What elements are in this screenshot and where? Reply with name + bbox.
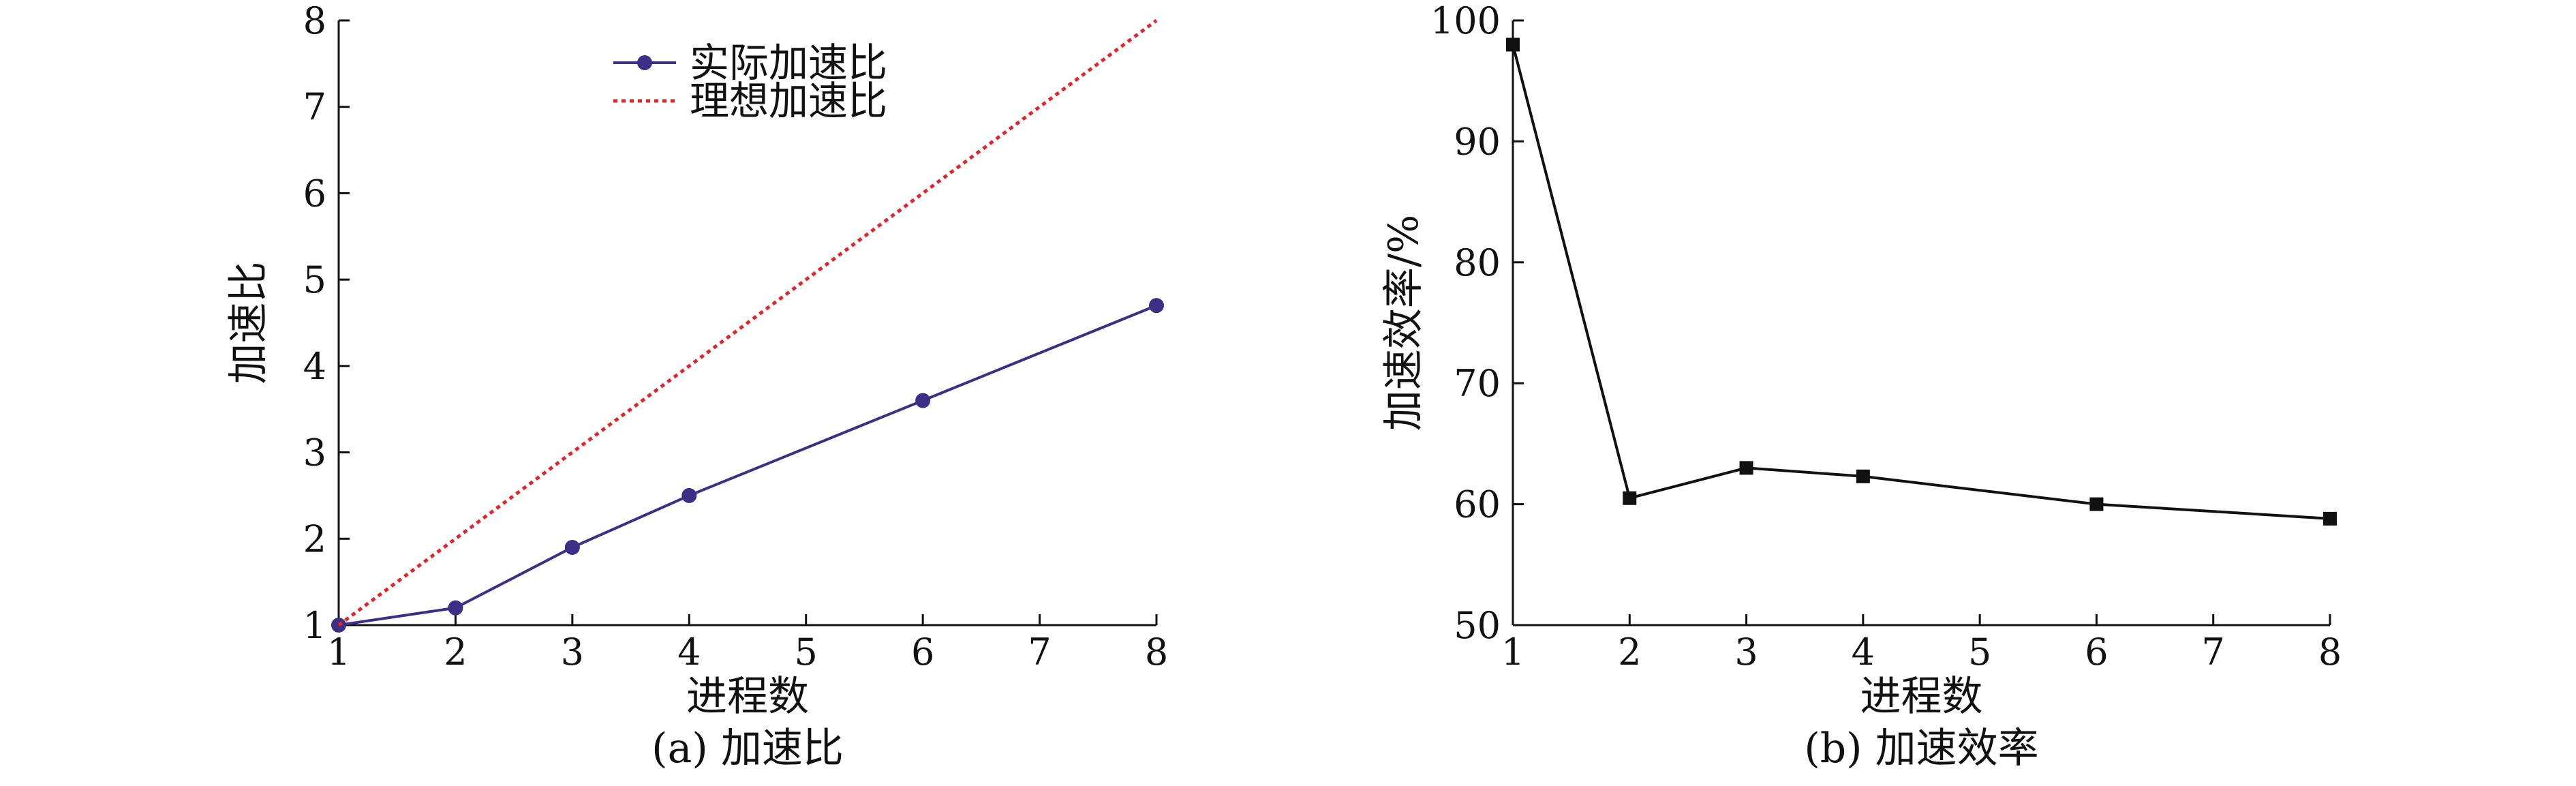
y-tick-label: 100 xyxy=(1430,0,1501,42)
data-point xyxy=(1856,469,1870,483)
chart-efficiency: 1 2 3 4 5 6 7 8 50 60 70 80 90 100 进程数 加速效率/% (b) 加速效率 xyxy=(1380,0,2342,772)
x-tick-label: 2 xyxy=(444,631,467,674)
x-tick-label: 8 xyxy=(1145,631,1168,674)
data-point xyxy=(681,487,697,503)
legend-label: 理想加速比 xyxy=(690,78,887,124)
x-tick-label: 1 xyxy=(327,631,350,674)
x-tick-label: 7 xyxy=(2202,631,2225,674)
x-tick-label: 8 xyxy=(2318,631,2342,674)
y-tick-label: 7 xyxy=(303,86,326,129)
data-point xyxy=(1149,298,1164,314)
x-tick-label: 1 xyxy=(1501,631,1524,674)
data-point xyxy=(1623,491,1637,505)
data-point xyxy=(1739,461,1753,475)
series-line xyxy=(338,304,1157,626)
y-axis-label: 加速比 xyxy=(225,262,273,384)
data-point xyxy=(915,393,931,408)
y-tick-label: 60 xyxy=(1454,483,1501,526)
data-point xyxy=(448,600,463,616)
series-line xyxy=(337,18,1158,627)
y-tick-label: 3 xyxy=(303,432,326,474)
x-tick-label: 6 xyxy=(2085,631,2108,674)
x-tick-label: 5 xyxy=(1968,631,1991,674)
x-axis-label: 进程数 xyxy=(686,673,809,721)
legend-label: 实际加速比 xyxy=(690,40,887,86)
x-tick-label: 4 xyxy=(677,631,701,674)
chart-caption: (b) 加速效率 xyxy=(1804,725,2038,772)
y-tick-label: 8 xyxy=(303,0,326,42)
chart-caption: (a) 加速比 xyxy=(651,725,844,772)
data-point xyxy=(1506,37,1520,52)
legend-marker xyxy=(637,55,652,70)
x-tick-label: 3 xyxy=(1734,631,1758,674)
data-point xyxy=(2323,511,2337,526)
y-tick-label: 70 xyxy=(1454,362,1501,405)
x-tick-label: 5 xyxy=(795,631,818,674)
y-tick-label: 2 xyxy=(303,517,326,560)
data-point xyxy=(564,539,580,555)
y-tick-label: 90 xyxy=(1454,120,1501,163)
y-tick-label: 5 xyxy=(303,258,326,301)
y-tick-label: 50 xyxy=(1454,604,1501,647)
series-line xyxy=(1512,44,2331,520)
x-tick-label: 3 xyxy=(561,631,584,674)
y-tick-label: 6 xyxy=(303,172,326,215)
x-tick-label: 4 xyxy=(1852,631,1875,674)
x-tick-label: 7 xyxy=(1028,631,1051,674)
y-tick-label: 4 xyxy=(303,345,326,388)
data-point xyxy=(2089,497,2104,511)
x-tick-label: 6 xyxy=(911,631,934,674)
x-axis-label: 进程数 xyxy=(1860,673,1983,721)
y-tick-label: 1 xyxy=(303,604,326,647)
y-tick-label: 80 xyxy=(1454,241,1501,284)
y-axis-label: 加速效率/% xyxy=(1380,215,1428,431)
x-tick-label: 2 xyxy=(1618,631,1641,674)
